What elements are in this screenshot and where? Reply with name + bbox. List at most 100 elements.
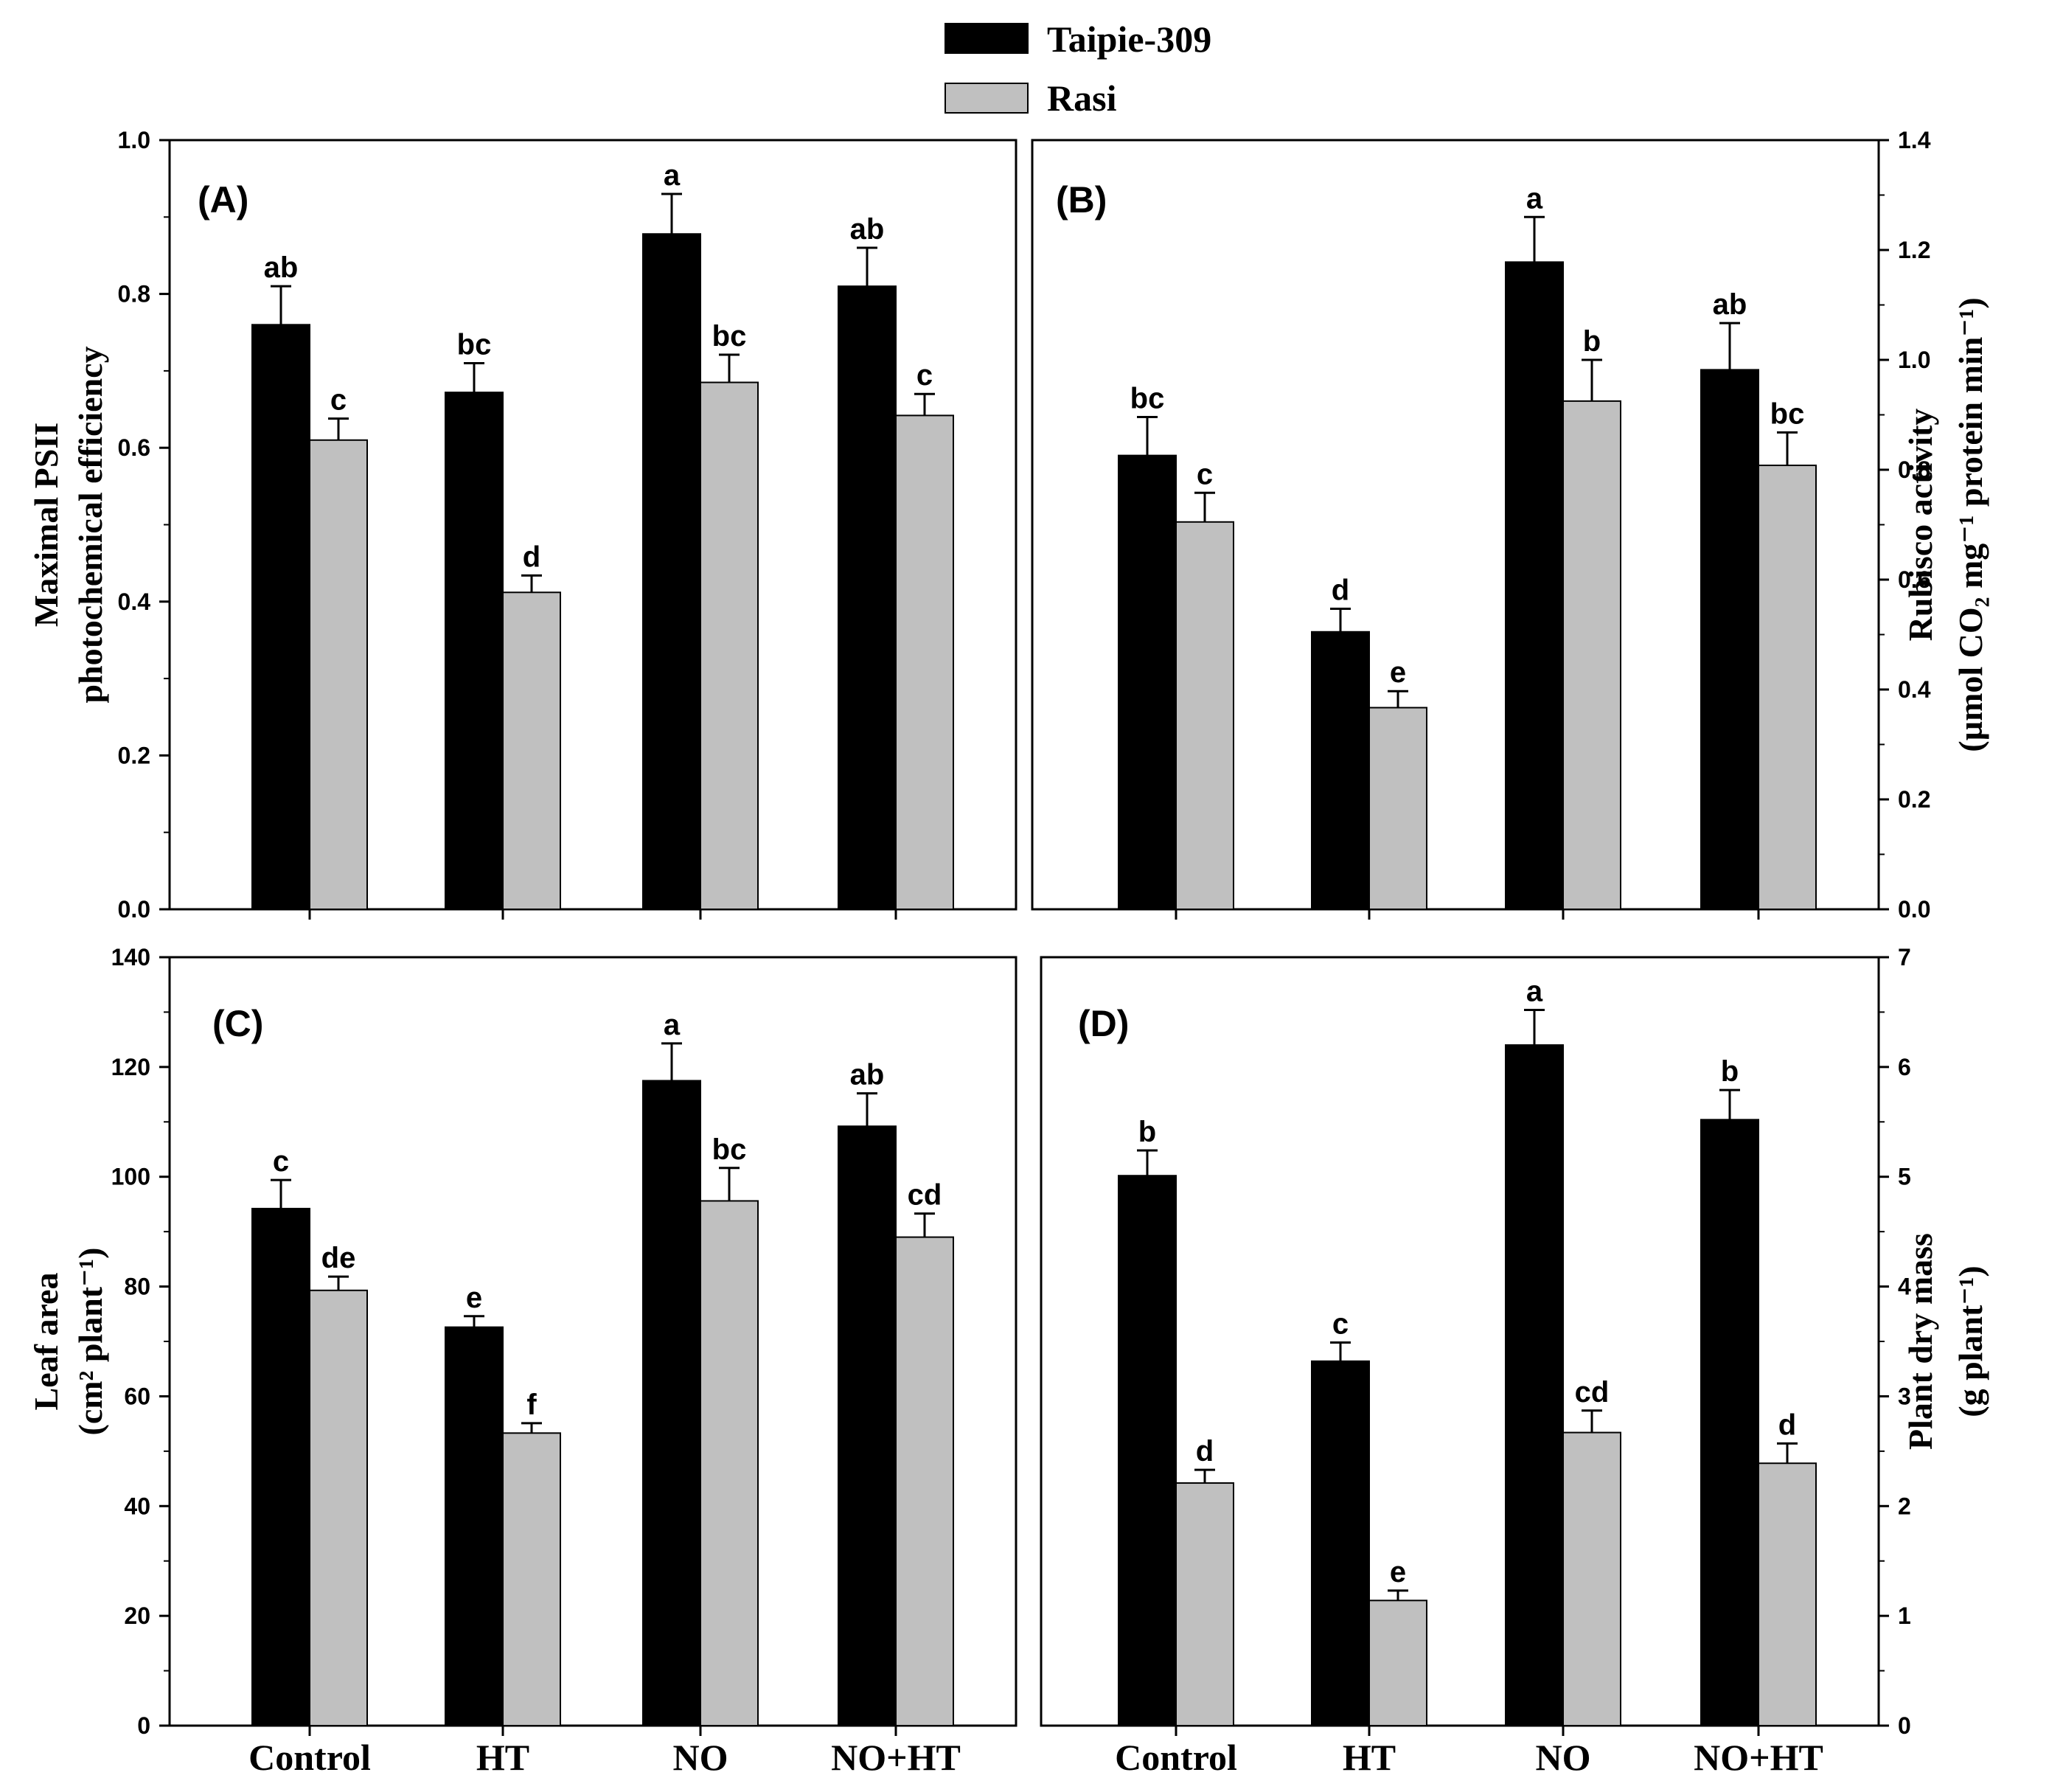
legend: Taipie-309 Rasi [945,18,1211,119]
significance-letter: a [1526,975,1543,1007]
significance-letter: cd [1575,1376,1610,1409]
y-axis-title-line-2: (g plant⁻¹) [1952,1265,1989,1417]
bar-taipie-309 [251,1207,310,1726]
y-tick-label: 120 [111,1054,150,1080]
x-category-label: NO+HT [1694,1737,1823,1778]
y-tick-label: 0 [1898,1712,1911,1739]
bar-rasi [502,591,561,910]
bar-rasi [895,1236,954,1726]
bar-taipie-309 [445,392,504,910]
y-axis-title-line-1: Plant dry mass [1902,1233,1939,1450]
significance-letter: f [526,1389,537,1421]
y-tick-label: 1.0 [1898,347,1930,373]
y-tick-label: 2 [1898,1493,1911,1519]
significance-letter: c [273,1145,289,1178]
bar-taipie-309 [838,1125,897,1726]
y-tick-label: 7 [1898,944,1911,970]
bar-rasi [1175,521,1234,910]
significance-letter: a [664,159,681,192]
significance-letter: bc [1770,397,1805,430]
y-tick-label: 0.4 [118,588,151,615]
y-axis-title-line-1: Maximal PSII [27,423,65,627]
legend-swatch-rasi [945,83,1029,114]
bar-taipie-309 [1505,1044,1564,1726]
bar-taipie-309 [251,324,310,910]
bar-rasi [309,439,368,910]
y-axis-title-line-2: photochemical efficiency [72,346,109,703]
x-axis-categories-left: Control HT NO NO+HT [248,1737,961,1778]
y-tick-label: 3 [1898,1383,1911,1409]
panel-c: 0 20 40 60 80 100 120 140 Leaf area (cm² plant⁻¹)… [27,944,1017,1739]
x-category-label: NO [673,1737,728,1778]
panel-label: (D) [1078,1003,1129,1044]
bar-rasi [895,414,954,910]
y-tick-label: 5 [1898,1164,1911,1190]
bar-rasi [1562,400,1621,910]
significance-letter: bc [712,1133,747,1166]
bar-taipie-309 [838,285,897,911]
bar-rasi [1368,706,1427,911]
y-axis-title-line-2: (cm² plant⁻¹) [72,1248,109,1436]
bar-rasi [1758,1462,1817,1727]
y-tick-label: 1.4 [1898,127,1931,153]
y-tick-label: 0 [137,1712,150,1739]
significance-letter: e [466,1282,482,1314]
bar-rasi [1368,1600,1427,1727]
significance-letter: e [1390,656,1406,689]
y-tick-label: 80 [124,1274,150,1300]
bar-taipie-309 [1700,369,1759,911]
y-tick-label: 1.2 [1898,237,1930,263]
x-category-label: Control [248,1737,371,1778]
x-category-label: Control [1115,1737,1237,1778]
significance-letter: a [1526,182,1543,215]
significance-letter: bc [457,328,492,361]
bar-taipie-309 [1700,1119,1759,1726]
significance-letter: a [664,1009,681,1041]
bar-taipie-309 [642,1080,701,1726]
y-tick-label: 100 [111,1164,150,1190]
y-axis-title-line-1: Rubisco activity [1902,409,1939,642]
legend-label-taipie-309: Taipie-309 [1047,18,1211,60]
significance-letter: b [1138,1116,1156,1148]
y-tick-label: 20 [124,1602,150,1629]
y-tick-label: 1 [1898,1602,1911,1629]
bar-taipie-309 [1311,1360,1370,1727]
significance-letter: b [1583,325,1601,358]
significance-letter: ab [850,213,885,246]
significance-letter: ab [850,1059,885,1091]
y-axis-title-line-2: (µmol CO₂ mg⁻¹ protein min⁻¹) [1952,297,1989,751]
y-tick-label: 6 [1898,1054,1911,1080]
significance-letter: c [916,359,933,392]
significance-letter: d [1332,574,1349,606]
bar-taipie-309 [1118,454,1177,910]
panel-label: (C) [212,1003,263,1044]
x-category-label: HT [476,1737,529,1778]
significance-letter: ab [264,251,299,284]
significance-letter: ab [1713,288,1747,321]
bar-rasi [1758,465,1817,910]
significance-letter: de [321,1242,356,1274]
bar-rasi [700,1200,759,1727]
significance-letter: d [523,541,540,573]
y-tick-label: 0.2 [118,742,150,768]
significance-letter: c [330,384,347,417]
y-axis-title-line-1: Leaf area [27,1273,65,1411]
panel-b: 0.0 0.2 0.4 0.6 0.8 1.0 1.2 1.4 Rubisco activity… [1031,127,1989,923]
bar-taipie-309 [445,1326,504,1726]
x-category-label: NO [1536,1737,1591,1778]
y-tick-label: 0.8 [1898,456,1930,483]
y-tick-label: 0.8 [118,281,150,308]
bar-taipie-309 [642,233,701,911]
y-tick-label: 0.2 [1898,786,1930,813]
significance-letter: c [1332,1307,1349,1340]
legend-swatch-taipie-309 [945,23,1029,54]
significance-letter: b [1721,1055,1739,1088]
panel-a: 0.0 0.2 0.4 0.6 0.8 1.0 Maximal PSII photochemi… [27,127,1017,923]
x-axis-categories-right: Control HT NO NO+HT [1115,1737,1823,1778]
y-tick-label: 40 [124,1493,150,1519]
bar-taipie-309 [1505,261,1564,910]
x-category-label: NO+HT [831,1737,961,1778]
panel-label: (B) [1056,179,1107,220]
y-tick-label: 4 [1898,1274,1911,1300]
